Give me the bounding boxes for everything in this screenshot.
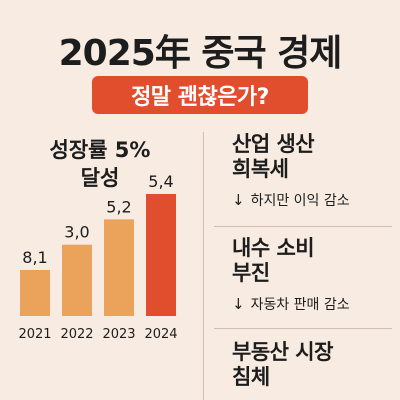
x-tick-label: 2023 [102, 327, 135, 342]
item-note: ↓ 하지만 이익 감소 [232, 190, 400, 210]
down-arrow-icon: ↓ [232, 295, 245, 313]
item-heading-line1: 내수 소비 [232, 236, 315, 260]
chart-title-line1: 성장률 5% [49, 138, 151, 162]
down-arrow-icon: ↓ [232, 191, 245, 209]
item-heading-line1: 부동산 시장 [232, 340, 333, 364]
bar-value-label: 8,1 [22, 248, 47, 267]
horizontal-divider [214, 328, 392, 329]
item-note-text: 자동차 판매 감소 [250, 297, 350, 313]
bar-chart: 8,1 2021 3,0 2022 5,2 2023 5,4 2024 [18, 172, 177, 342]
item-heading-line2: 부진 [232, 261, 270, 285]
bar-value-label: 3,0 [64, 223, 89, 242]
bar-value-label: 5,4 [148, 172, 173, 191]
bar-2024 [146, 194, 176, 316]
bar-2022 [62, 244, 92, 316]
item-heading-line2: 희복세 [232, 157, 289, 181]
bar-2021 [20, 270, 50, 316]
chart-title: 성장률 5% 달성 [10, 136, 190, 192]
item-note-text: 하지만 이익 감소 [250, 193, 350, 209]
vertical-divider [203, 132, 204, 400]
item-heading-line1: 산업 생산 [232, 132, 315, 156]
item-domestic-consumption: 내수 소비 부진 ↓ 자동차 판매 감소 [232, 236, 400, 314]
x-tick-label: 2022 [60, 327, 93, 342]
banner: 정말 괜찮은가? [92, 76, 308, 114]
item-heading-line2: 침체 [232, 365, 270, 389]
bar-2023 [104, 219, 134, 316]
x-tick-label: 2024 [144, 327, 177, 342]
item-industrial-production: 산업 생산 희복세 ↓ 하지만 이익 감소 [232, 132, 400, 210]
bar-value-label: 5,2 [106, 197, 131, 216]
x-tick-label: 2021 [18, 327, 51, 342]
chart-title-line2: 달성 [80, 166, 120, 190]
page-title: 2025年 중국 경제 [58, 33, 343, 74]
item-note: ↓ 자동차 판매 감소 [232, 294, 400, 314]
horizontal-divider [214, 226, 392, 227]
item-real-estate: 부동산 시장 침체 [232, 340, 400, 390]
banner-text: 정말 괜찮은가? [131, 85, 269, 110]
